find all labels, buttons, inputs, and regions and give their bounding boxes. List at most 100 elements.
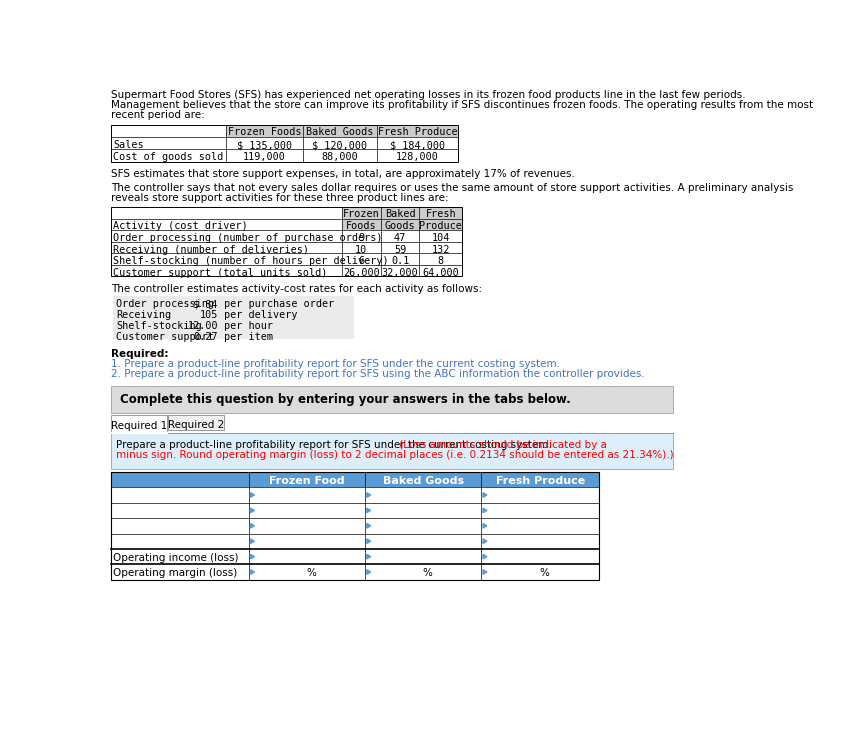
- Text: 6: 6: [358, 256, 364, 266]
- Text: per delivery: per delivery: [224, 310, 297, 320]
- Bar: [111, 472, 598, 580]
- Bar: [168, 415, 224, 430]
- Bar: [303, 125, 376, 137]
- Text: Baked Goods: Baked Goods: [382, 476, 463, 486]
- Polygon shape: [251, 570, 254, 574]
- Text: Required 2: Required 2: [168, 419, 225, 430]
- Text: Management believes that the store can improve its profitability if SFS disconti: Management believes that the store can i…: [111, 100, 812, 110]
- Text: 12.00: 12.00: [187, 321, 218, 331]
- Text: 1. Prepare a product-line profitability report for SFS under the current costing: 1. Prepare a product-line profitability …: [111, 360, 560, 369]
- Polygon shape: [366, 539, 371, 543]
- Text: Required 1: Required 1: [111, 421, 167, 431]
- Text: Complete this question by entering your answers in the tabs below.: Complete this question by entering your …: [120, 393, 570, 405]
- Text: 10: 10: [354, 245, 367, 255]
- Polygon shape: [483, 523, 486, 528]
- Polygon shape: [483, 493, 486, 497]
- Text: Baked: Baked: [384, 209, 415, 220]
- Polygon shape: [251, 508, 254, 513]
- Polygon shape: [251, 539, 254, 543]
- Polygon shape: [366, 493, 371, 497]
- Text: recent period are:: recent period are:: [111, 110, 204, 120]
- Text: 26,000: 26,000: [343, 268, 379, 278]
- Text: 8: 8: [437, 256, 443, 266]
- Text: 132: 132: [431, 245, 450, 255]
- Bar: [111, 415, 166, 433]
- Text: 105: 105: [199, 310, 218, 320]
- Polygon shape: [251, 523, 254, 528]
- Text: Operating margin (loss): Operating margin (loss): [113, 568, 237, 578]
- Text: 88,000: 88,000: [322, 153, 358, 162]
- Text: $ 120,000: $ 120,000: [312, 140, 367, 150]
- Text: Cost of goods sold: Cost of goods sold: [113, 153, 224, 162]
- Polygon shape: [251, 493, 254, 497]
- Text: %: %: [306, 568, 316, 578]
- Text: $ 184,000: $ 184,000: [390, 140, 445, 150]
- Text: 32,000: 32,000: [381, 268, 418, 278]
- Text: Order processing: Order processing: [116, 299, 214, 310]
- Text: 128,000: 128,000: [396, 153, 439, 162]
- Text: %: %: [422, 568, 431, 578]
- Polygon shape: [251, 554, 254, 559]
- Bar: [111, 125, 457, 161]
- Text: Customer support: Customer support: [116, 332, 214, 342]
- Text: $ 84: $ 84: [193, 299, 218, 310]
- Text: Fresh: Fresh: [425, 209, 456, 220]
- Text: Baked Goods: Baked Goods: [306, 127, 373, 137]
- Text: Produce: Produce: [419, 221, 462, 231]
- Bar: [225, 125, 303, 137]
- Text: Sales: Sales: [113, 140, 143, 150]
- Text: %: %: [538, 568, 549, 578]
- Text: 0.27: 0.27: [193, 332, 218, 342]
- Bar: [376, 125, 457, 137]
- Text: 59: 59: [393, 245, 406, 255]
- Text: per item: per item: [224, 332, 273, 342]
- Text: Supermart Food Stores (SFS) has experienced net operating losses in its frozen f: Supermart Food Stores (SFS) has experien…: [111, 90, 744, 100]
- Text: Operating income (loss): Operating income (loss): [113, 553, 239, 563]
- Text: per purchase order: per purchase order: [224, 299, 334, 310]
- Text: Customer support (total units sold): Customer support (total units sold): [112, 268, 327, 278]
- Text: Shelf-stocking (number of hours per delivery): Shelf-stocking (number of hours per deli…: [112, 256, 387, 266]
- Text: 64,000: 64,000: [422, 268, 458, 278]
- Bar: [342, 207, 381, 230]
- Polygon shape: [483, 539, 486, 543]
- Text: $ 135,000: $ 135,000: [236, 140, 292, 150]
- Text: per hour: per hour: [224, 321, 273, 331]
- Text: 104: 104: [431, 233, 450, 243]
- Text: (Loss amounts should be indicated by a: (Loss amounts should be indicated by a: [395, 439, 606, 450]
- Text: 2. Prepare a product-line profitability report for SFS using the ABC information: 2. Prepare a product-line profitability …: [111, 369, 644, 380]
- Text: Frozen: Frozen: [343, 209, 379, 220]
- Text: 0.1: 0.1: [391, 256, 408, 266]
- Text: reveals store support activities for these three product lines are:: reveals store support activities for the…: [111, 193, 448, 203]
- Text: Receiving (number of deliveries): Receiving (number of deliveries): [112, 245, 308, 255]
- Text: Goods: Goods: [384, 221, 415, 231]
- Polygon shape: [483, 554, 486, 559]
- Bar: [419, 207, 462, 230]
- Text: Frozen Food: Frozen Food: [269, 476, 344, 486]
- Text: Foods: Foods: [346, 221, 376, 231]
- Text: 119,000: 119,000: [243, 153, 285, 162]
- Polygon shape: [483, 570, 486, 574]
- Text: Fresh Produce: Fresh Produce: [377, 127, 457, 137]
- Text: SFS estimates that store support expenses, in total, are approximately 17% of re: SFS estimates that store support expense…: [111, 170, 574, 179]
- Polygon shape: [366, 554, 371, 559]
- Text: Activity (cost driver): Activity (cost driver): [112, 221, 247, 231]
- Text: Shelf-stocking: Shelf-stocking: [116, 321, 202, 331]
- Polygon shape: [366, 570, 371, 574]
- Polygon shape: [483, 508, 486, 513]
- Text: 9: 9: [358, 233, 364, 243]
- Text: Prepare a product-line profitability report for SFS under the current costing sy: Prepare a product-line profitability rep…: [116, 439, 551, 450]
- Text: Order processing (number of purchase orders): Order processing (number of purchase ord…: [112, 233, 381, 243]
- Polygon shape: [366, 508, 371, 513]
- Text: 47: 47: [393, 233, 406, 243]
- Text: minus sign. Round operating margin (loss) to 2 decimal places (i.e. 0.2134 shoul: minus sign. Round operating margin (loss…: [116, 450, 673, 461]
- Polygon shape: [366, 523, 371, 528]
- Bar: [111, 472, 598, 487]
- Text: Receiving: Receiving: [116, 310, 171, 320]
- Bar: [111, 385, 672, 413]
- Bar: [111, 207, 462, 276]
- Text: The controller says that not every sales dollar requires or uses the same amount: The controller says that not every sales…: [111, 184, 793, 193]
- Bar: [111, 433, 672, 469]
- Bar: [113, 296, 353, 340]
- Text: Required:: Required:: [111, 349, 168, 359]
- Text: Frozen Foods: Frozen Foods: [228, 127, 301, 137]
